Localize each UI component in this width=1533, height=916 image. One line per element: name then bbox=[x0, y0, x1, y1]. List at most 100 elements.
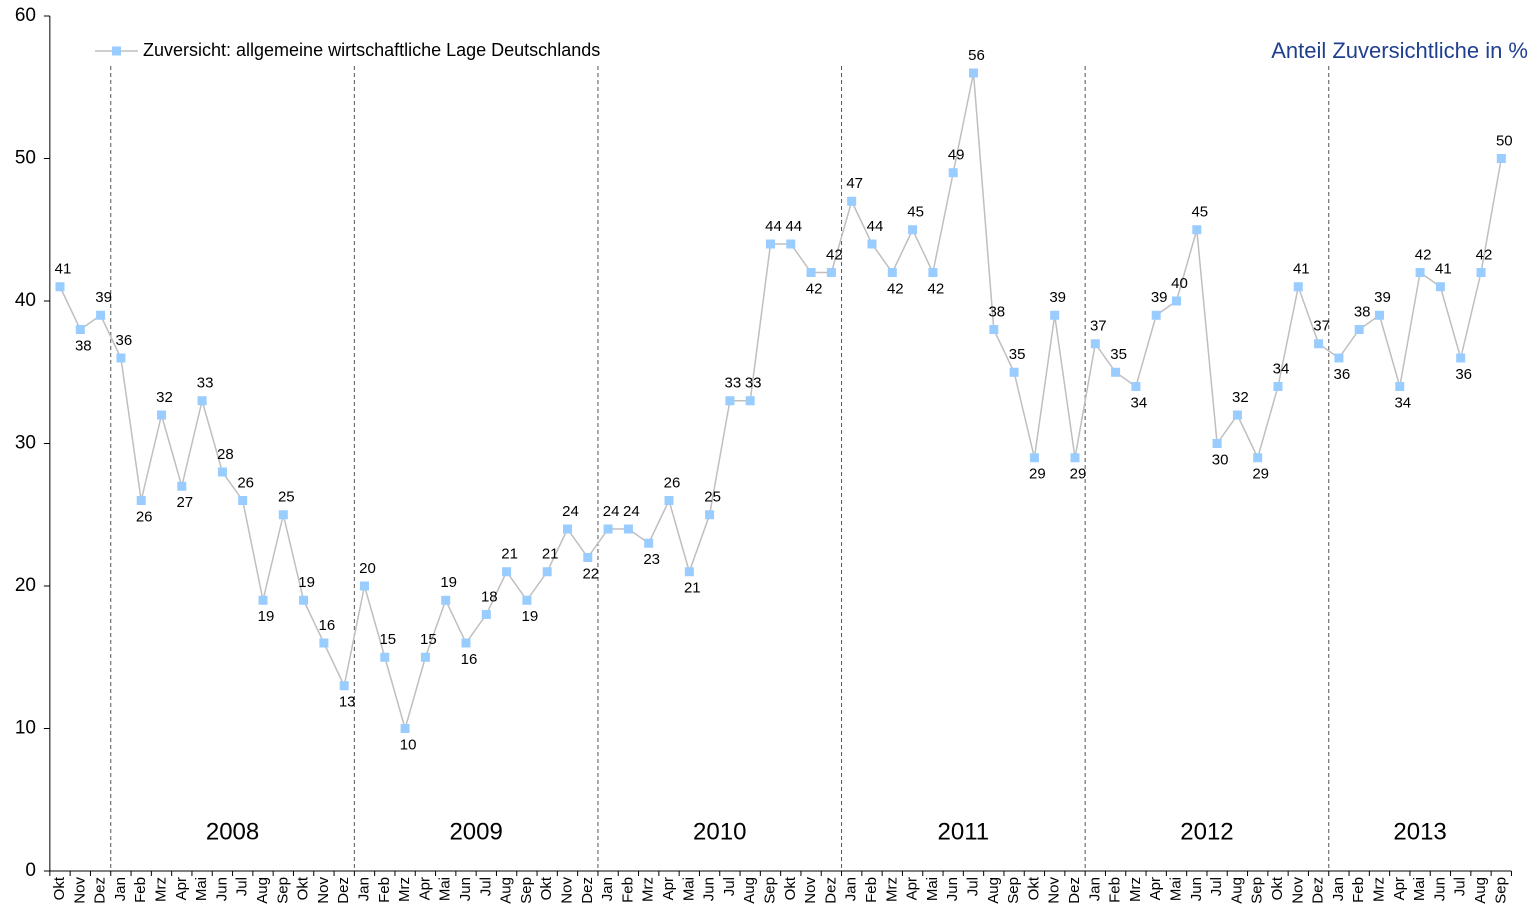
data-label: 32 bbox=[1232, 389, 1249, 406]
marker bbox=[1395, 382, 1405, 391]
marker bbox=[1293, 282, 1303, 292]
x-tick-label: Jun bbox=[944, 877, 961, 901]
data-label: 13 bbox=[339, 694, 356, 711]
marker bbox=[258, 595, 268, 605]
x-tick-label: Mrz bbox=[152, 877, 169, 902]
data-label: 42 bbox=[1415, 246, 1432, 263]
marker bbox=[1354, 325, 1364, 334]
x-tick-label: Mrz bbox=[1370, 877, 1387, 902]
x-tick-label: Apr bbox=[173, 877, 190, 900]
x-tick-label: Dez bbox=[1310, 877, 1327, 904]
marker bbox=[1151, 310, 1161, 320]
x-tick-label: Mai bbox=[1411, 877, 1428, 901]
data-label: 15 bbox=[379, 631, 396, 648]
y-tick-label: 40 bbox=[15, 290, 36, 311]
marker bbox=[360, 581, 369, 591]
data-label: 34 bbox=[1394, 394, 1411, 411]
marker bbox=[1496, 154, 1506, 163]
data-label: 39 bbox=[1049, 289, 1066, 306]
marker bbox=[380, 652, 390, 662]
x-tick-label: Feb bbox=[376, 877, 393, 903]
marker bbox=[989, 325, 999, 334]
x-tick-label: Jan bbox=[355, 877, 372, 901]
data-label: 45 bbox=[907, 204, 924, 221]
data-label: 39 bbox=[95, 289, 112, 306]
marker bbox=[969, 68, 978, 78]
y-tick-label: 50 bbox=[15, 148, 36, 169]
x-tick-label: Apr bbox=[1391, 877, 1408, 900]
marker bbox=[1212, 439, 1222, 448]
marker bbox=[502, 567, 512, 577]
marker bbox=[278, 510, 288, 520]
x-tick-label: Jan bbox=[1330, 877, 1347, 901]
data-label: 36 bbox=[1334, 366, 1351, 383]
data-label: 25 bbox=[278, 489, 295, 506]
x-tick-label: Dez bbox=[92, 877, 109, 904]
x-tick-label: Nov bbox=[315, 877, 332, 904]
marker bbox=[806, 268, 816, 277]
marker bbox=[400, 724, 410, 733]
marker bbox=[1334, 353, 1344, 363]
data-label: 30 bbox=[1212, 451, 1229, 468]
x-tick-label: Jun bbox=[457, 877, 474, 901]
x-tick-label: Mrz bbox=[1127, 877, 1144, 902]
data-label: 21 bbox=[501, 546, 518, 563]
y-tick-label: 10 bbox=[15, 718, 36, 739]
marker bbox=[745, 396, 755, 406]
data-label: 29 bbox=[1029, 466, 1046, 483]
x-tick-label: Jan bbox=[843, 877, 860, 901]
marker bbox=[481, 610, 491, 619]
x-tick-label: Okt bbox=[51, 876, 68, 900]
x-tick-label: Feb bbox=[132, 877, 149, 903]
marker bbox=[1435, 282, 1445, 292]
data-label: 34 bbox=[1131, 394, 1148, 411]
marker bbox=[1273, 382, 1283, 391]
data-label: 22 bbox=[582, 565, 599, 582]
marker bbox=[847, 196, 857, 206]
data-label: 21 bbox=[542, 546, 559, 563]
marker bbox=[1029, 453, 1039, 463]
data-label: 39 bbox=[1374, 289, 1391, 306]
data-label: 21 bbox=[684, 580, 701, 597]
marker bbox=[197, 396, 207, 406]
x-tick-label: Feb bbox=[863, 877, 880, 903]
marker bbox=[441, 595, 451, 605]
x-tick-label: Aug bbox=[1228, 877, 1245, 904]
year-label: 2010 bbox=[693, 818, 746, 845]
x-tick-label: Feb bbox=[619, 877, 636, 903]
x-tick-label: Dez bbox=[335, 877, 352, 904]
data-label: 33 bbox=[725, 375, 742, 392]
marker bbox=[887, 268, 897, 277]
data-label: 36 bbox=[1455, 366, 1472, 383]
x-tick-label: Aug bbox=[254, 877, 271, 904]
x-tick-label: Sep bbox=[761, 877, 778, 904]
marker bbox=[96, 310, 106, 320]
x-tick-label: Jun bbox=[1431, 877, 1448, 901]
x-tick-label: Okt bbox=[1025, 876, 1042, 900]
x-tick-label: Apr bbox=[1147, 877, 1164, 900]
marker bbox=[766, 239, 775, 249]
data-label: 42 bbox=[928, 280, 945, 297]
marker bbox=[1050, 310, 1060, 320]
data-label: 40 bbox=[1171, 275, 1188, 292]
x-tick-label: Sep bbox=[1005, 877, 1022, 904]
x-tick-label: Nov bbox=[1046, 877, 1063, 904]
x-tick-label: Okt bbox=[295, 876, 312, 900]
marker bbox=[867, 239, 877, 249]
marker bbox=[217, 467, 227, 477]
marker bbox=[1253, 453, 1263, 463]
x-tick-label: Jun bbox=[1188, 877, 1205, 901]
x-tick-label: Jul bbox=[721, 877, 738, 896]
marker bbox=[583, 553, 593, 562]
data-label: 36 bbox=[116, 332, 133, 349]
data-label: 35 bbox=[1009, 346, 1026, 363]
x-tick-label: Jul bbox=[1452, 877, 1469, 896]
marker bbox=[644, 538, 654, 548]
legend-marker bbox=[112, 46, 121, 56]
x-tick-label: Mai bbox=[1167, 877, 1184, 901]
x-tick-label: Mai bbox=[924, 877, 941, 901]
series-line bbox=[59, 72, 1503, 732]
x-tick-label: Dez bbox=[1066, 877, 1083, 904]
marker bbox=[299, 595, 309, 605]
